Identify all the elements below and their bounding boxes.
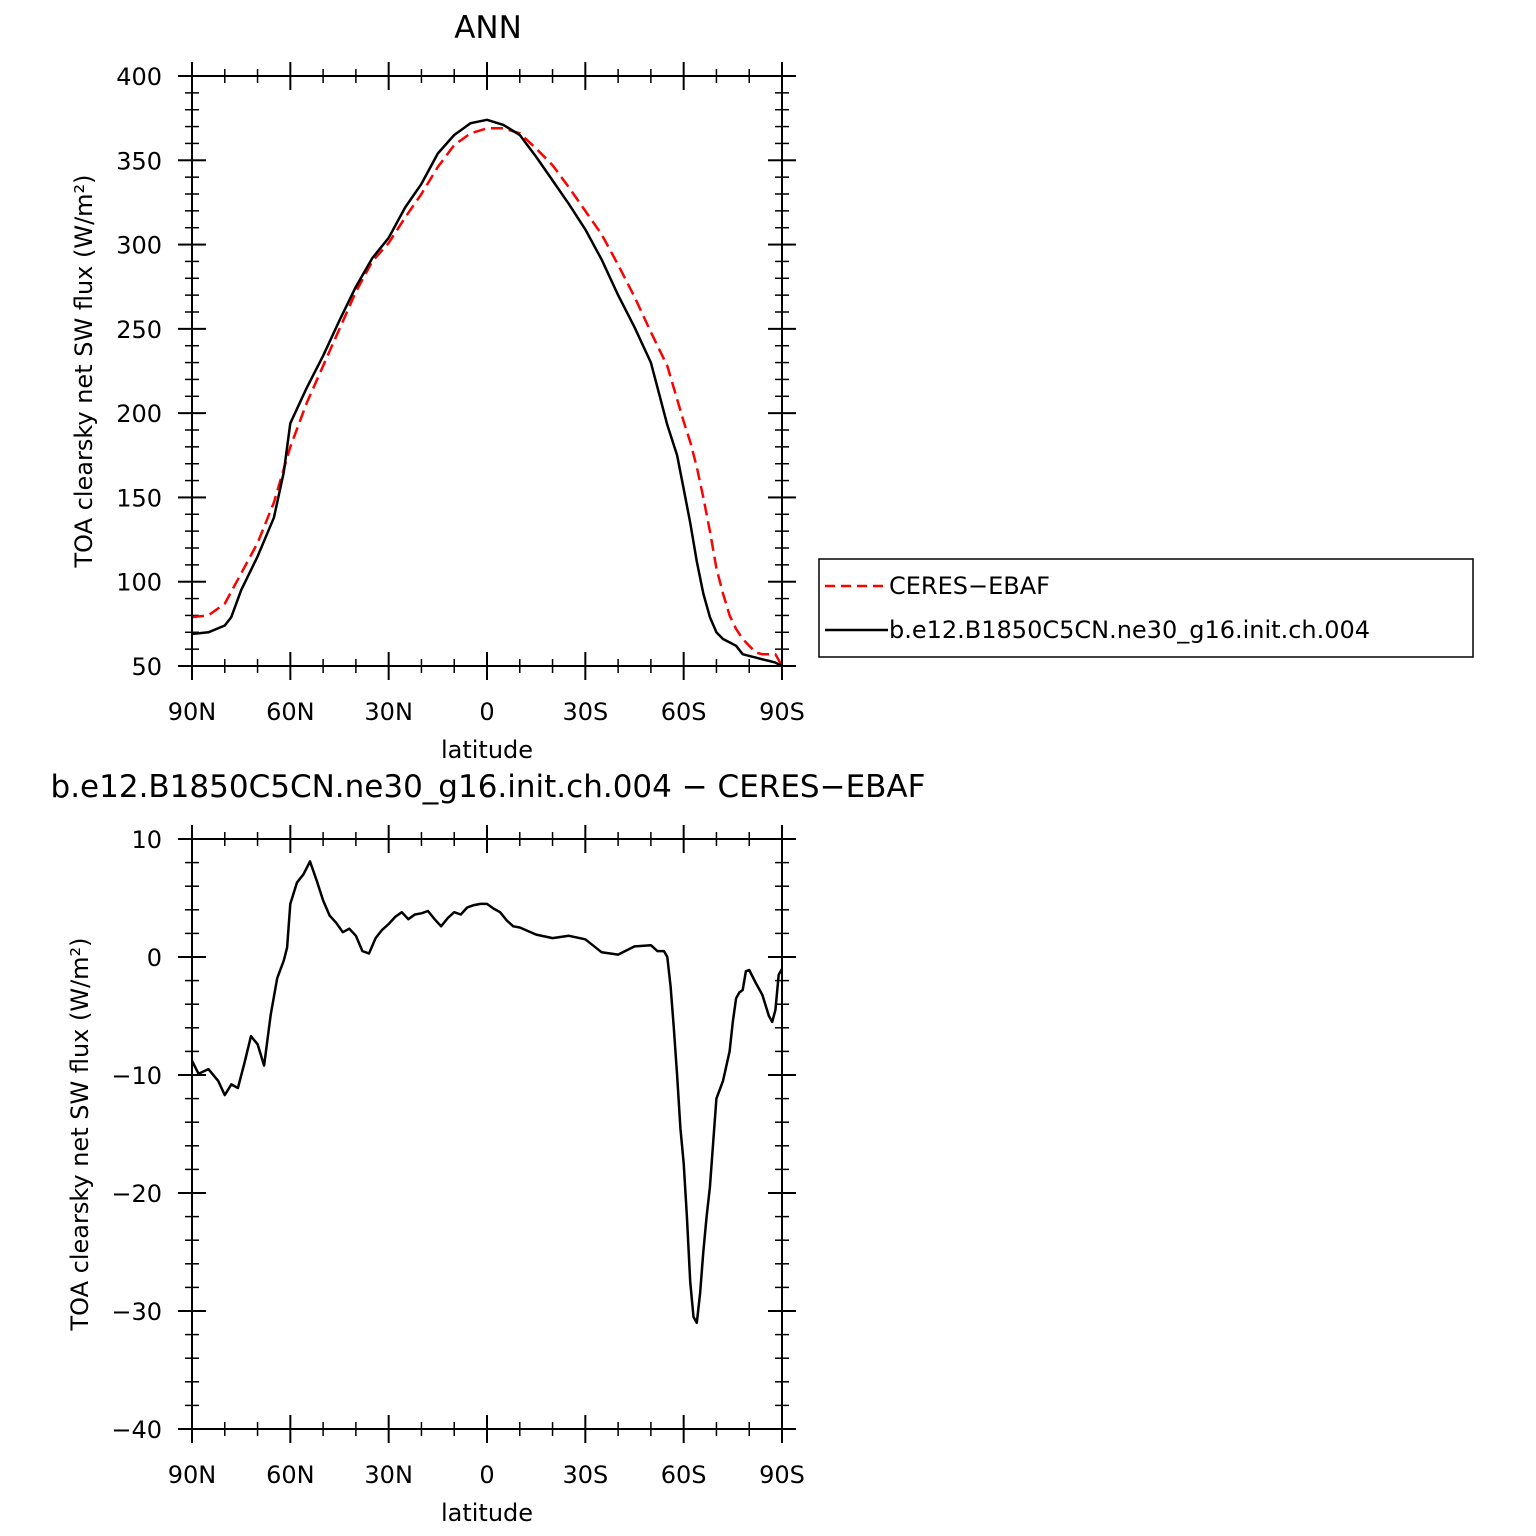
bottom-axis-ticks <box>178 825 796 1443</box>
top-plot-frame <box>191 75 783 667</box>
bottom-chart-title: b.e12.B1850C5CN.ne30_g16.init.ch.004 − C… <box>51 769 926 805</box>
legend-label-model: b.e12.B1850C5CN.ne30_g16.init.ch.004 <box>889 616 1370 644</box>
bottom-y-tick-label: −40 <box>111 1416 162 1444</box>
top-chart-title: ANN <box>454 10 522 46</box>
bottom-x-tick-label: 90N <box>168 1461 217 1489</box>
top-series-line-1 <box>191 118 783 668</box>
top-y-tick-label: 300 <box>116 232 162 260</box>
top-tick-labels: 90N 60N 30N 0 30S 60S 90S 50 100 150 200 250 300 350 4… <box>116 63 805 726</box>
bottom-tick-labels: 90N 60N 30N 0 30S 60S 90S −40 −30 −20 −10 0 10 <box>111 826 805 1489</box>
bottom-x-tick-label: 0 <box>479 1461 494 1489</box>
top-x-tick-label: 60N <box>266 698 315 726</box>
legend-label-ceres: CERES−EBAF <box>889 572 1050 600</box>
bottom-y-tick-label: 10 <box>131 826 162 854</box>
top-y-tick-label: 200 <box>116 400 162 428</box>
bottom-y-tick-label: 0 <box>147 944 162 972</box>
bottom-x-tick-label: 60N <box>266 1461 315 1489</box>
top-x-tick-label: 90S <box>759 698 805 726</box>
top-y-tick-label: 150 <box>116 484 162 512</box>
top-x-tick-label: 30S <box>562 698 608 726</box>
bottom-y-tick-label: −30 <box>111 1298 162 1326</box>
top-y-axis-label: TOA clearsky net SW flux (W/m²) <box>70 174 98 568</box>
bottom-plot-frame <box>191 838 783 1430</box>
bottom-x-tick-label: 30S <box>562 1461 608 1489</box>
bottom-series-group <box>190 860 784 1325</box>
bottom-x-tick-label: 60S <box>661 1461 707 1489</box>
bottom-y-tick-label: −20 <box>111 1180 162 1208</box>
top-y-tick-label: 50 <box>131 653 162 681</box>
top-series-line-0 <box>191 127 784 667</box>
top-y-tick-label: 100 <box>116 569 162 597</box>
top-y-tick-label: 250 <box>116 316 162 344</box>
top-series-group <box>191 118 784 668</box>
legend-box <box>818 558 1474 658</box>
bottom-y-axis-label: TOA clearsky net SW flux (W/m²) <box>66 937 94 1331</box>
bottom-x-tick-label: 90S <box>759 1461 805 1489</box>
bottom-series-line-0 <box>190 860 784 1325</box>
bottom-x-axis-label: latitude <box>441 1499 533 1527</box>
bottom-x-tick-label: 30N <box>364 1461 413 1489</box>
top-y-tick-label: 400 <box>116 63 162 91</box>
top-x-tick-label: 90N <box>168 698 217 726</box>
top-x-axis-label: latitude <box>441 736 533 764</box>
top-panel: ANN 90N 60N 30N 0 30S 60S 90S 50 100 150 200 250 300… <box>70 10 1474 764</box>
top-y-tick-label: 350 <box>116 147 162 175</box>
legend: CERES−EBAF b.e12.B1850C5CN.ne30_g16.init… <box>818 558 1474 658</box>
bottom-panel: b.e12.B1850C5CN.ne30_g16.init.ch.004 − C… <box>51 769 926 1527</box>
top-x-tick-label: 30N <box>364 698 413 726</box>
top-x-tick-label: 0 <box>479 698 494 726</box>
bottom-y-tick-label: −10 <box>111 1062 162 1090</box>
top-x-tick-label: 60S <box>661 698 707 726</box>
